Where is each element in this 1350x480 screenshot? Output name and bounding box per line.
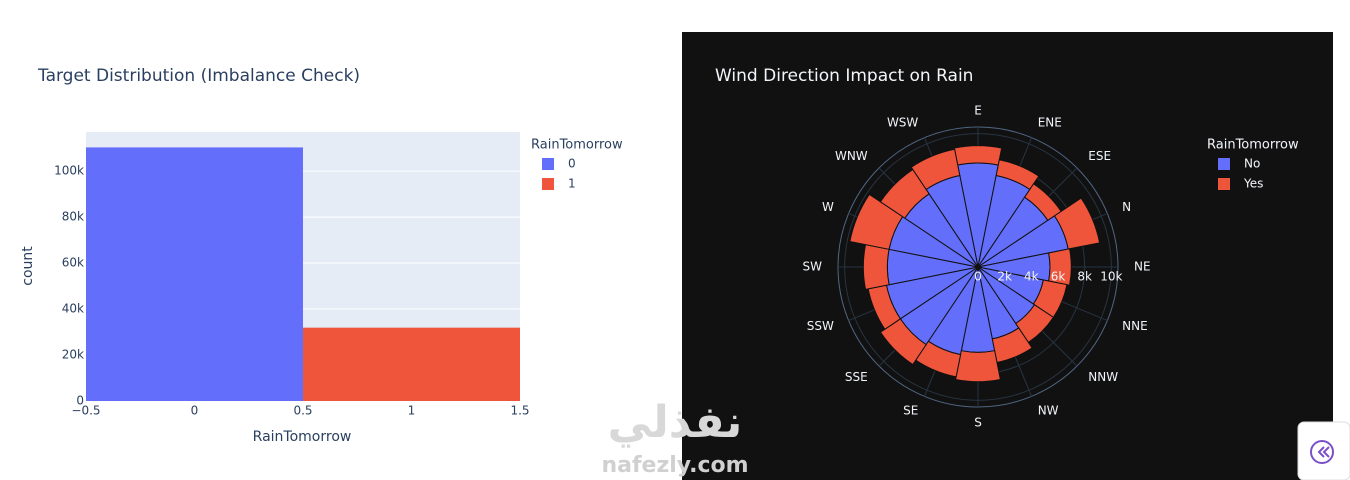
x-tick-label: 0.5 [293,404,312,418]
y-tick-label: 80k [62,210,84,224]
polar-bar [879,318,927,366]
legend-label: Yes [1243,177,1263,191]
angular-label: NE [1134,260,1151,274]
chart-title: Target Distribution (Imbalance Check) [37,66,360,86]
angular-label: N [1122,200,1131,214]
legend-swatch [1218,178,1230,190]
radial-tick-label: 2k [997,270,1012,284]
watermark: نفذلي [608,397,743,448]
angular-label: ESE [1088,149,1111,163]
x-axis-title: RainTomorrow [253,429,352,445]
collapse-button[interactable] [1297,421,1350,480]
angular-label: S [974,416,982,430]
angular-label: WNW [835,149,868,163]
x-tick-label: 1.5 [510,404,529,418]
y-tick-label: 20k [62,348,84,362]
y-tick-label: 60k [62,256,84,270]
angular-label: SE [903,404,918,418]
legend-swatch [542,158,554,170]
angular-label: NNW [1088,370,1118,384]
angular-label: WSW [887,115,918,129]
polar-bar [862,244,890,290]
polar-bar [1048,248,1072,286]
legend-swatch [1218,158,1230,170]
polar-bar [1053,197,1101,250]
polar-bar [953,145,1003,166]
chart-title: Wind Direction Impact on Rain [715,66,973,86]
legend-title: RainTomorrow [1207,138,1299,153]
legend-swatch [542,178,554,190]
polar-bar [910,148,961,191]
angular-label: NW [1038,404,1059,418]
watermark: nafezly.com [601,453,748,478]
y-tick-label: 40k [62,302,84,316]
angular-label: NNE [1122,319,1148,333]
bar [86,147,303,401]
radial-tick-label: 0 [974,270,982,284]
legend-label: 1 [568,177,576,191]
radial-tick-label: 6k [1051,270,1066,284]
angular-label: SSW [807,319,834,333]
polar-bar [955,350,1001,383]
radial-tick-label: 10k [1100,270,1122,284]
radial-tick-label: 8k [1077,270,1092,284]
y-tick-label: 0 [76,394,84,408]
angular-label: SSE [845,370,868,384]
legend-label: 0 [568,157,576,171]
y-axis-title: count [20,246,36,286]
x-tick-label: −0.5 [71,404,100,418]
legend-label: No [1244,157,1260,171]
x-tick-label: 1 [408,404,416,418]
angular-label: SW [803,260,823,274]
bar [303,327,520,401]
y-tick-label: 100k [54,164,84,178]
angular-label: E [974,104,982,118]
x-tick-label: 0 [191,404,199,418]
angular-label: ENE [1038,115,1062,129]
polar-bar [995,159,1040,191]
angular-label: W [822,200,834,214]
legend-title: RainTomorrow [531,138,623,153]
radial-tick-label: 4k [1024,270,1039,284]
